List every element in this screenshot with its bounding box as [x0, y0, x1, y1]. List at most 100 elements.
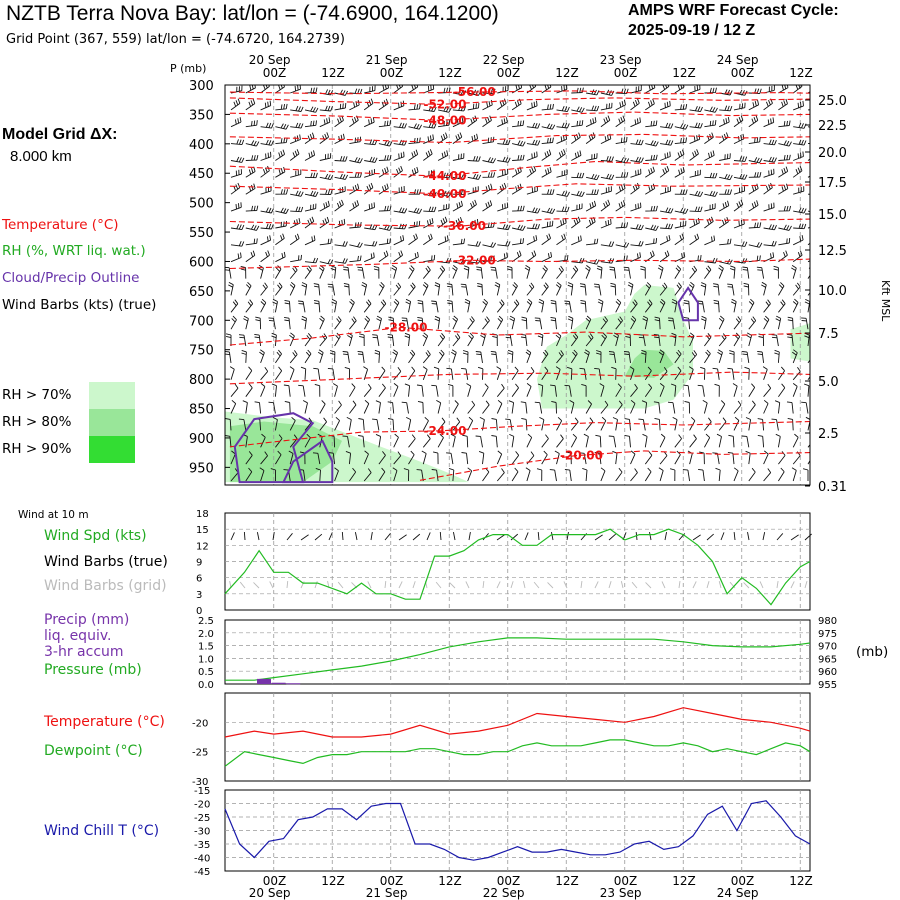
- wind-barb: [363, 182, 374, 195]
- wind-speed-tick-label: 0: [196, 606, 202, 617]
- wind-barb: [600, 241, 615, 247]
- wind-barb: [225, 333, 232, 346]
- wind-barb: [344, 366, 351, 380]
- wind-barb: [733, 199, 744, 212]
- wind-barb: [570, 433, 577, 448]
- wind-barb: [654, 417, 661, 431]
- wind-barb: [718, 417, 727, 431]
- wind-barb: [630, 156, 644, 163]
- wind-barb: [301, 315, 307, 330]
- wind-barb: [773, 265, 779, 279]
- wind-barb: [718, 400, 726, 414]
- surface-wind-barb: [370, 531, 373, 541]
- wind-barb: [245, 155, 259, 161]
- wind-barb: [585, 117, 597, 128]
- wind-barb: [541, 434, 549, 448]
- wind-barb: [393, 282, 402, 296]
- wind-barb: [272, 416, 278, 431]
- wind-barb: [260, 151, 272, 161]
- wind-barb: [551, 400, 557, 414]
- wind-barb: [615, 88, 629, 95]
- wind-barb: [807, 91, 810, 94]
- wind-barb: [704, 132, 714, 144]
- forecast-cycle-label: AMPS WRF Forecast Cycle:: [628, 2, 839, 19]
- wind-barb: [275, 366, 283, 381]
- wind-barb: [319, 153, 332, 161]
- wind-barb: [319, 117, 331, 128]
- wind-barb: [704, 216, 714, 229]
- wind-barb: [541, 220, 554, 229]
- surface-wind-barb-grid: [510, 581, 514, 589]
- wind-barb: [225, 418, 232, 431]
- surface-wind-barb: [314, 533, 323, 541]
- wind-barb: [391, 265, 398, 279]
- wind-barb: [778, 98, 788, 111]
- wind-barb: [778, 224, 792, 231]
- wind-barb: [627, 282, 634, 296]
- rh80-swatch: [89, 409, 135, 436]
- wind-barb: [630, 202, 642, 212]
- wind-barb: [334, 199, 344, 212]
- wind-barb: [349, 316, 357, 330]
- rh-region-2: [537, 285, 693, 409]
- wind-barb: [467, 400, 476, 414]
- wind-barb: [260, 451, 268, 465]
- wind-barb: [719, 153, 731, 161]
- wind-barb: [475, 351, 483, 363]
- top-time-tick-label: 12Z: [438, 66, 462, 80]
- wind-barb: [702, 400, 708, 414]
- surface-wind-barb: [537, 531, 540, 541]
- wind-barb: [704, 106, 718, 113]
- wind-barb: [491, 418, 498, 431]
- wind-barb: [290, 134, 301, 145]
- wind-barb: [743, 282, 750, 296]
- cross-section-layer: [225, 85, 810, 485]
- wind-barb: [327, 367, 336, 380]
- wind-barb: [313, 367, 321, 380]
- wind-barb: [733, 173, 748, 180]
- surface-wind-barb: [272, 531, 275, 541]
- wind-barb: [778, 237, 791, 246]
- bottom-time-tick-label: 12Z: [321, 874, 345, 888]
- wind-barb: [704, 433, 711, 448]
- height-tick-label: 7.5: [818, 327, 839, 342]
- wind-barb: [653, 401, 661, 414]
- pressure-tick-label-right: 955: [818, 680, 837, 691]
- wind-barb: [571, 172, 585, 179]
- legend-rh80: RH > 80%: [2, 414, 72, 430]
- wind-barb: [644, 282, 652, 296]
- surface-wind-barb: [747, 532, 750, 541]
- wind-barb: [364, 252, 375, 263]
- wind-barb: [807, 444, 810, 448]
- wind-barb: [667, 401, 676, 414]
- wind-barb: [718, 216, 729, 229]
- wind-barb: [393, 433, 399, 448]
- wind-barb: [727, 451, 735, 465]
- wind-barb: [329, 350, 336, 363]
- wind-barb: [290, 85, 301, 94]
- height-tick-label: 20.0: [818, 146, 847, 161]
- wind-barb: [511, 282, 518, 296]
- wind-barb: [521, 316, 528, 330]
- wind-barb: [748, 99, 760, 111]
- wind-barb: [452, 333, 461, 347]
- legend-pressure: Pressure (mb): [44, 662, 142, 678]
- wind-barb: [807, 242, 810, 246]
- surface-wind-barb-grid: [759, 581, 764, 589]
- wind-barb: [342, 435, 350, 448]
- wind-barb: [778, 120, 791, 128]
- wind-barb: [512, 224, 526, 231]
- wind-barb: [401, 317, 409, 330]
- wind-barb: [378, 299, 387, 313]
- wind-barb: [674, 282, 682, 296]
- wind-barb: [478, 450, 485, 465]
- wind-barb: [644, 467, 652, 482]
- wind-barb: [689, 190, 704, 197]
- wind-barb: [363, 399, 370, 414]
- height-tick-label: 5.0: [818, 375, 839, 390]
- wind-barb: [584, 349, 590, 364]
- wind-barb: [319, 200, 330, 212]
- wind-barb: [801, 317, 809, 330]
- wind-barb: [289, 218, 301, 229]
